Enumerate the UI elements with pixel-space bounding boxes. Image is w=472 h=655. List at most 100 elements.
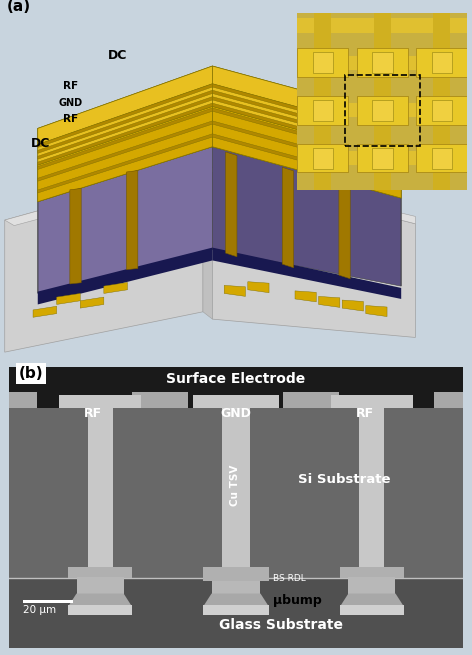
Polygon shape	[70, 189, 81, 284]
Polygon shape	[38, 121, 212, 181]
Polygon shape	[33, 307, 57, 317]
Polygon shape	[212, 248, 401, 299]
Bar	[360, 405, 384, 567]
Polygon shape	[68, 593, 132, 607]
Bar	[340, 605, 404, 614]
Bar	[416, 48, 467, 77]
Polygon shape	[203, 593, 269, 607]
Text: BS RDL: BS RDL	[273, 574, 306, 584]
Polygon shape	[295, 291, 316, 302]
Bar	[357, 144, 408, 172]
Bar	[416, 96, 467, 124]
Polygon shape	[212, 90, 401, 145]
Polygon shape	[38, 66, 212, 202]
Text: DC: DC	[108, 48, 128, 62]
Polygon shape	[226, 152, 237, 257]
Bar	[88, 395, 112, 409]
Polygon shape	[339, 183, 350, 279]
Bar	[203, 605, 269, 614]
Polygon shape	[212, 106, 401, 198]
Polygon shape	[212, 108, 401, 162]
Bar	[345, 75, 420, 146]
Bar	[297, 56, 467, 69]
Polygon shape	[38, 84, 212, 147]
Bar	[431, 147, 452, 169]
Polygon shape	[248, 282, 269, 293]
Bar	[211, 576, 261, 593]
Bar	[297, 48, 348, 77]
Bar	[307, 77, 392, 117]
Bar	[297, 144, 348, 172]
Bar	[431, 100, 452, 121]
Bar	[37, 392, 132, 407]
Polygon shape	[38, 66, 212, 145]
Polygon shape	[212, 147, 401, 286]
Polygon shape	[38, 108, 212, 170]
Bar	[348, 576, 396, 593]
Polygon shape	[212, 66, 401, 135]
Bar	[340, 567, 404, 578]
Bar	[372, 52, 393, 73]
Text: Surface Electrode: Surface Electrode	[166, 373, 306, 386]
Polygon shape	[38, 90, 212, 153]
Bar	[297, 96, 348, 124]
Polygon shape	[212, 84, 401, 138]
Polygon shape	[319, 296, 340, 307]
Polygon shape	[282, 167, 294, 268]
Polygon shape	[342, 300, 363, 311]
Bar	[431, 52, 452, 73]
Bar	[88, 405, 112, 567]
Polygon shape	[5, 165, 203, 352]
Bar	[193, 395, 279, 407]
Text: 20 μm: 20 μm	[23, 605, 56, 616]
Polygon shape	[212, 97, 401, 151]
Bar	[203, 567, 269, 578]
Polygon shape	[212, 172, 415, 337]
Bar	[9, 392, 463, 407]
Polygon shape	[224, 286, 245, 296]
Bar	[360, 395, 384, 409]
Text: Cu TSV: Cu TSV	[230, 464, 240, 506]
Bar	[222, 405, 250, 567]
Bar	[297, 18, 467, 33]
Text: Glass Substrate: Glass Substrate	[219, 618, 343, 631]
Bar	[372, 147, 393, 169]
Bar	[222, 395, 250, 409]
Text: GND: GND	[59, 98, 83, 107]
Text: μbump: μbump	[273, 593, 322, 607]
Text: GND: GND	[220, 407, 252, 420]
Polygon shape	[38, 97, 212, 159]
Polygon shape	[212, 103, 401, 158]
Bar	[433, 13, 450, 190]
Polygon shape	[212, 66, 401, 198]
Bar	[9, 367, 463, 578]
Bar	[297, 151, 467, 165]
Polygon shape	[104, 282, 127, 293]
Bar	[297, 103, 467, 117]
Bar	[187, 392, 283, 407]
Bar	[312, 147, 333, 169]
Bar	[372, 100, 393, 121]
Text: Si Substrate: Si Substrate	[298, 473, 391, 486]
Bar	[68, 567, 132, 578]
Polygon shape	[203, 165, 212, 319]
Polygon shape	[212, 134, 401, 189]
Text: DC: DC	[30, 136, 50, 149]
Polygon shape	[38, 103, 212, 165]
Bar	[312, 52, 333, 73]
Bar	[331, 395, 413, 407]
Text: RF: RF	[84, 407, 102, 420]
Bar	[416, 144, 467, 172]
Polygon shape	[5, 165, 212, 225]
Text: (b): (b)	[18, 366, 43, 381]
Text: (a): (a)	[7, 0, 31, 14]
Bar	[357, 48, 408, 77]
Bar	[23, 600, 73, 603]
Polygon shape	[38, 134, 212, 193]
Bar	[9, 578, 463, 648]
Polygon shape	[38, 248, 212, 305]
Bar	[76, 576, 124, 593]
Bar	[203, 576, 269, 582]
Bar	[314, 13, 331, 190]
Bar	[9, 367, 463, 395]
